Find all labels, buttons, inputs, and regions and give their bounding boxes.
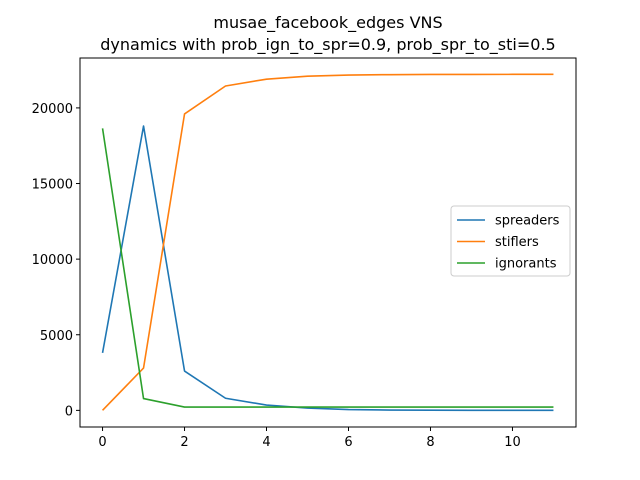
x-axis-ticks: 0 2 4 6 8 10 — [98, 427, 521, 450]
y-tick-label: 0 — [65, 404, 73, 419]
x-tick-label: 10 — [504, 435, 521, 450]
y-tick-label: 5000 — [40, 329, 73, 344]
x-tick-label: 4 — [262, 435, 270, 450]
chart-title-line-1: musae_facebook_edges VNS — [213, 13, 442, 33]
plot-area — [101, 73, 554, 412]
legend: spreaders stiflers ignorants — [450, 205, 571, 277]
axes-frame — [79, 57, 577, 428]
legend-label-spreaders: spreaders — [495, 214, 560, 229]
legend-box — [450, 205, 571, 277]
legend-label-ignorants: ignorants — [495, 257, 557, 272]
x-tick-label: 8 — [426, 435, 434, 450]
x-tick-label: 2 — [180, 435, 188, 450]
x-tick-label: 6 — [344, 435, 352, 450]
chart-title-line-2: dynamics with prob_ign_to_spr=0.9, prob_… — [100, 35, 555, 55]
legend-label-stiflers: stiflers — [495, 235, 539, 250]
y-tick-label: 10000 — [32, 253, 73, 268]
y-tick-label: 20000 — [32, 102, 73, 117]
y-tick-label: 15000 — [32, 178, 73, 193]
x-tick-label: 0 — [98, 435, 106, 450]
series-line-ignorants — [101, 128, 554, 408]
series-line-spreaders — [101, 125, 554, 412]
y-axis-ticks: 0 5000 10000 15000 20000 — [32, 102, 80, 419]
series-line-stiflers — [101, 73, 554, 411]
